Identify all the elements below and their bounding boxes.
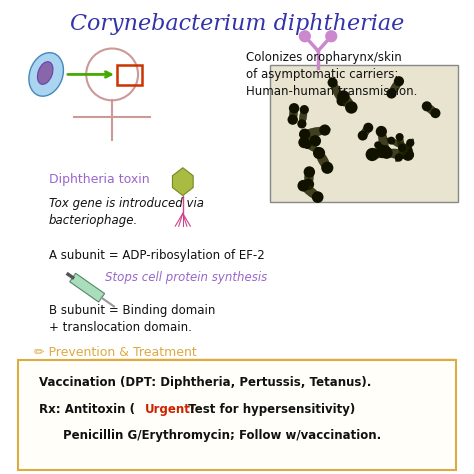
Ellipse shape — [289, 105, 298, 123]
Text: Vaccination (DPT: Diphtheria, Pertussis, Tetanus).: Vaccination (DPT: Diphtheria, Pertussis,… — [39, 376, 372, 389]
Text: ✏ Prevention & Treatment: ✏ Prevention & Treatment — [35, 346, 197, 358]
Polygon shape — [173, 168, 193, 196]
Circle shape — [376, 126, 387, 137]
Ellipse shape — [397, 134, 404, 151]
Ellipse shape — [360, 125, 371, 138]
Circle shape — [358, 130, 368, 141]
Text: Corynebacterium diphtheriae: Corynebacterium diphtheriae — [70, 13, 404, 35]
Circle shape — [337, 91, 350, 103]
Ellipse shape — [299, 106, 307, 128]
Circle shape — [310, 135, 321, 146]
Ellipse shape — [340, 93, 355, 111]
Text: Rx: Antitoxin (: Rx: Antitoxin ( — [39, 403, 135, 416]
Text: Diphtheria toxin: Diphtheria toxin — [48, 173, 149, 186]
Text: Tox gene is introduced via
bacteriophage.: Tox gene is introduced via bacteriophage… — [48, 197, 203, 227]
Circle shape — [299, 128, 310, 140]
Circle shape — [395, 154, 403, 162]
FancyBboxPatch shape — [270, 65, 458, 201]
Ellipse shape — [299, 127, 330, 137]
Circle shape — [313, 147, 325, 159]
Ellipse shape — [37, 62, 53, 84]
Circle shape — [297, 119, 307, 128]
Text: Stops cell protein synthesis: Stops cell protein synthesis — [105, 271, 267, 284]
Text: Urgent!: Urgent! — [145, 403, 196, 416]
Circle shape — [321, 162, 333, 174]
Circle shape — [422, 101, 432, 111]
Circle shape — [314, 147, 322, 155]
Circle shape — [304, 166, 315, 178]
Ellipse shape — [316, 149, 331, 172]
Text: A subunit = ADP-ribosylation of EF-2: A subunit = ADP-ribosylation of EF-2 — [48, 249, 264, 262]
Circle shape — [298, 180, 309, 191]
Ellipse shape — [375, 143, 390, 154]
Circle shape — [299, 30, 311, 42]
Circle shape — [398, 144, 406, 152]
Ellipse shape — [387, 138, 413, 152]
Circle shape — [384, 147, 391, 155]
Ellipse shape — [304, 169, 313, 188]
Ellipse shape — [299, 182, 322, 201]
Circle shape — [363, 123, 374, 133]
Circle shape — [337, 96, 346, 106]
Circle shape — [303, 179, 314, 190]
Circle shape — [365, 148, 379, 161]
Ellipse shape — [29, 53, 64, 96]
Circle shape — [404, 145, 412, 153]
Circle shape — [376, 145, 389, 158]
Circle shape — [303, 141, 311, 149]
Circle shape — [406, 139, 414, 147]
Circle shape — [386, 88, 397, 99]
Text: Penicillin G/Erythromycin; Follow w/vaccination.: Penicillin G/Erythromycin; Follow w/vacc… — [63, 429, 381, 442]
Circle shape — [345, 101, 357, 114]
Polygon shape — [70, 273, 105, 302]
Circle shape — [381, 147, 392, 159]
Circle shape — [312, 191, 324, 203]
Ellipse shape — [395, 139, 414, 162]
Ellipse shape — [389, 78, 402, 97]
Ellipse shape — [424, 104, 438, 116]
Circle shape — [325, 30, 337, 42]
Circle shape — [387, 137, 395, 145]
Text: B subunit = Binding domain
+ translocation domain.: B subunit = Binding domain + translocati… — [48, 304, 215, 334]
Circle shape — [396, 133, 404, 141]
Circle shape — [380, 145, 391, 156]
Circle shape — [374, 141, 382, 149]
Ellipse shape — [301, 137, 319, 146]
Circle shape — [298, 137, 310, 148]
Text: Test for hypersensitivity): Test for hypersensitivity) — [184, 403, 355, 416]
Text: Colonizes oropharynx/skin
of asymptomatic carriers;
Human-human transmission.: Colonizes oropharynx/skin of asymptomati… — [246, 51, 418, 98]
Circle shape — [402, 149, 414, 161]
Circle shape — [430, 108, 440, 118]
Circle shape — [289, 103, 299, 113]
Ellipse shape — [329, 77, 345, 106]
Ellipse shape — [381, 149, 414, 159]
FancyBboxPatch shape — [18, 359, 456, 470]
Ellipse shape — [304, 143, 321, 153]
Ellipse shape — [378, 126, 389, 156]
Circle shape — [300, 105, 309, 114]
Circle shape — [394, 76, 404, 86]
Circle shape — [288, 114, 298, 125]
Ellipse shape — [369, 147, 385, 158]
Circle shape — [328, 78, 337, 88]
Circle shape — [319, 125, 330, 136]
